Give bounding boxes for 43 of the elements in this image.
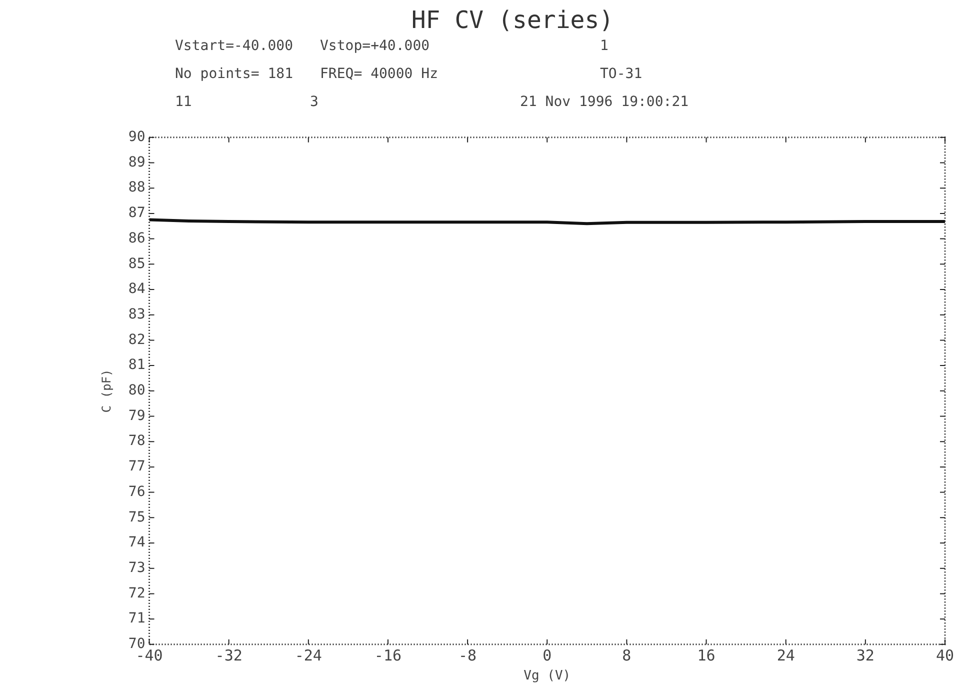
x-tick-label: -8 — [458, 646, 477, 664]
text: Vstop=+40.000 — [320, 38, 430, 54]
y-tick-label: 73 — [128, 560, 146, 576]
x-tick-label: -24 — [294, 646, 322, 664]
x-tick-label: 32 — [856, 646, 874, 664]
y-tick-label: 85 — [128, 256, 146, 272]
text: 1 — [600, 38, 608, 54]
x-axis-title: Vg (V) — [524, 668, 571, 684]
y-tick-label: 82 — [128, 332, 146, 348]
text: Vstart=-40.000 — [175, 38, 294, 54]
x-tick-label: -32 — [215, 646, 242, 664]
y-tick-label: 80 — [128, 382, 146, 399]
text: FREQ= 40000 Hz — [320, 66, 438, 82]
x-tick-label: 24 — [776, 646, 795, 664]
y-tick-label: 76 — [128, 484, 146, 500]
y-tick-label: 71 — [128, 610, 146, 627]
y-tick-label: 81 — [128, 357, 146, 374]
text: No points= 181 — [175, 66, 294, 82]
y-tick-label: 79 — [128, 408, 146, 424]
chart-title: HF CV (series) — [410, 6, 615, 34]
y-tick-label: 78 — [128, 433, 146, 450]
x-tick-label: 8 — [622, 646, 632, 664]
y-tick-label: 89 — [128, 154, 146, 170]
text: 11 — [175, 94, 192, 110]
y-tick-label: 88 — [128, 180, 146, 196]
y-tick-label: 83 — [128, 306, 146, 322]
y-tick-label: 77 — [128, 458, 146, 475]
y-tick-label: 74 — [128, 534, 146, 551]
x-tick-label: 0 — [542, 646, 552, 664]
text: 21 Nov 1996 19:00:21 — [520, 94, 689, 110]
y-tick-label: 70 — [128, 636, 146, 652]
y-tick-label: 72 — [128, 585, 146, 602]
text: TO-31 — [600, 66, 642, 82]
y-axis-title: C (pF) — [99, 369, 114, 413]
x-tick-label: 16 — [697, 646, 716, 664]
y-tick-label: 86 — [128, 230, 146, 246]
y-tick-label: 90 — [128, 129, 146, 146]
y-tick-label: 84 — [128, 281, 146, 298]
y-tick-label: 87 — [128, 205, 146, 222]
x-tick-label: 40 — [936, 646, 954, 664]
x-tick-label: -16 — [374, 646, 402, 664]
text: 3 — [310, 94, 318, 110]
y-tick-label: 75 — [128, 509, 146, 526]
